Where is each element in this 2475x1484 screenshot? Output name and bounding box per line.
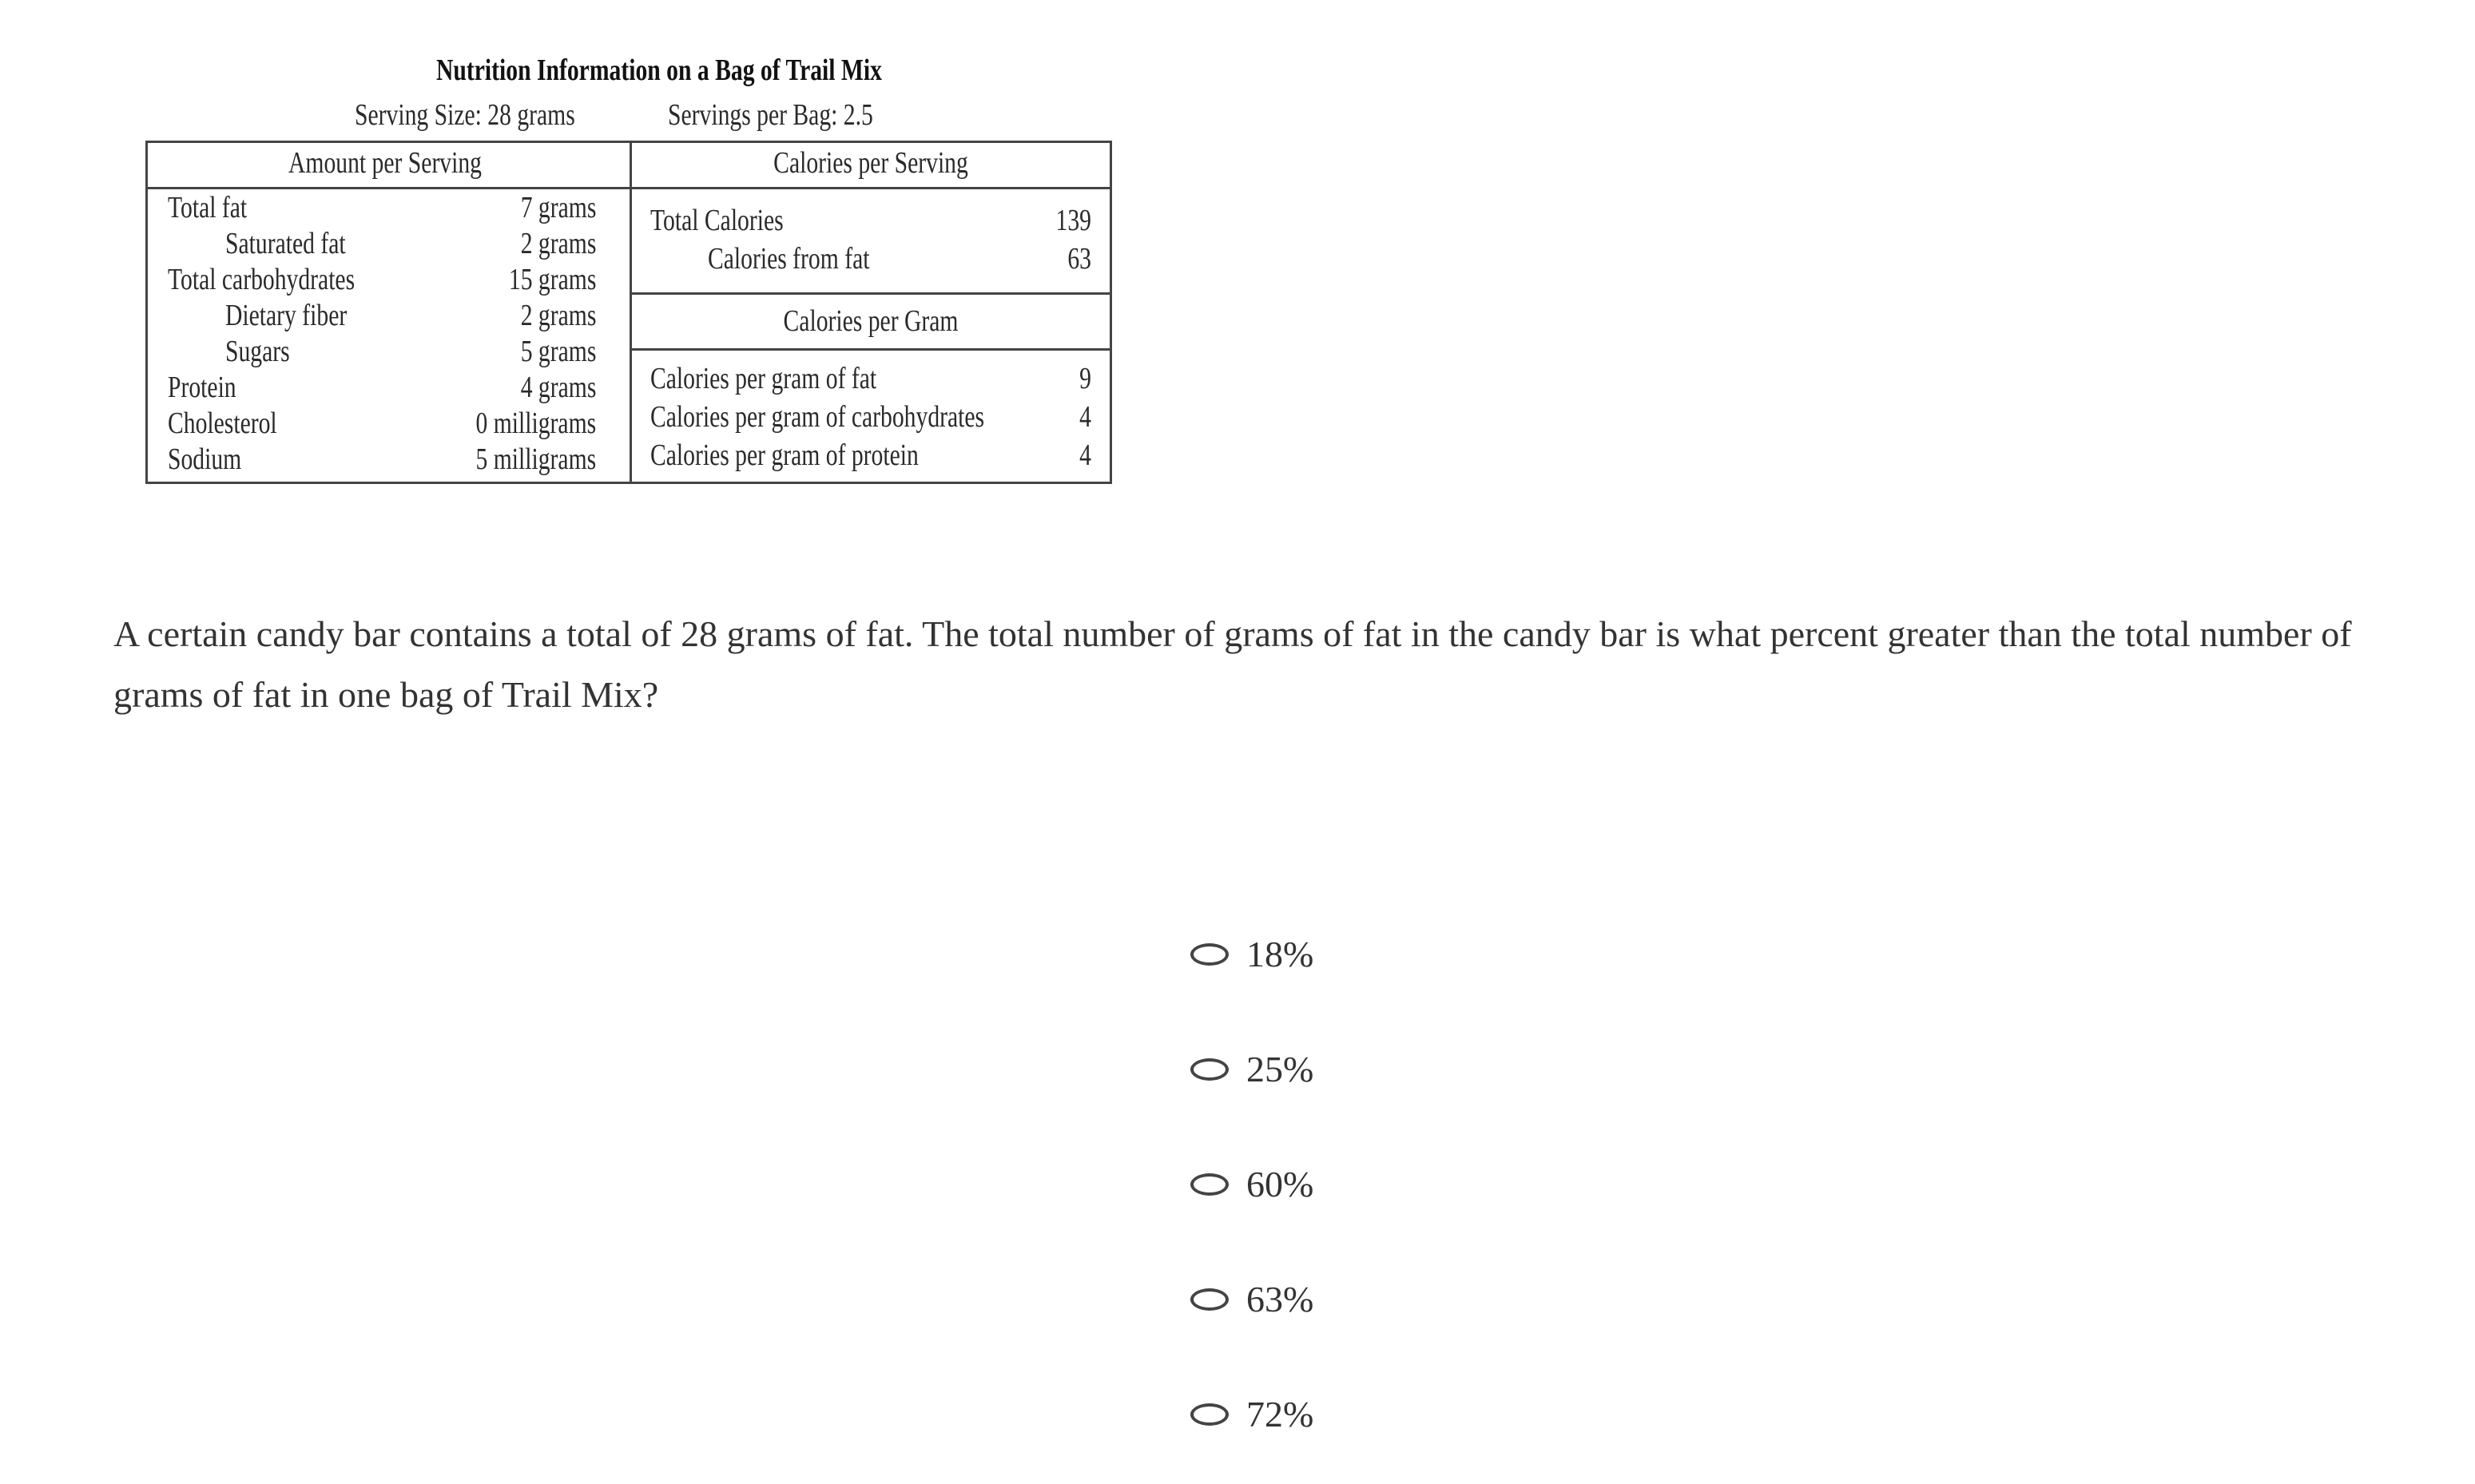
nutrient-amount: 2 grams: [520, 227, 596, 260]
nutrient-label: Sodium: [168, 442, 242, 476]
radio-button-icon[interactable]: [1190, 1288, 1229, 1311]
option-label: 60%: [1246, 1164, 1314, 1204]
option-label: 25%: [1246, 1049, 1314, 1089]
nutrient-amount: 5 milligrams: [475, 442, 596, 476]
nutrient-label: Total fat: [168, 191, 248, 224]
nutrient-amount: 15 grams: [508, 263, 596, 296]
right-header-calories-per-serving: Calories per Serving: [773, 146, 968, 180]
nutrient-label: Cholesterol: [168, 407, 277, 440]
left-header: Amount per Serving: [288, 146, 483, 180]
option-label: 72%: [1246, 1394, 1314, 1434]
right-header-calories-per-gram: Calories per Gram: [783, 304, 959, 338]
radio-button-icon[interactable]: [1190, 1173, 1229, 1196]
per-gram-label: Calories per gram of fat: [650, 362, 877, 395]
section-divider: [630, 292, 1112, 295]
answer-option[interactable]: 60%: [1190, 1163, 1313, 1205]
radio-button-icon[interactable]: [1190, 1057, 1229, 1081]
calorie-label: Total Calories: [650, 204, 784, 237]
radio-button-icon[interactable]: [1190, 1403, 1229, 1426]
nutrition-table: [145, 141, 1112, 484]
answer-option[interactable]: 63%: [1190, 1278, 1313, 1320]
section-divider: [630, 348, 1112, 351]
serving-size: Serving Size: 28 grams: [355, 98, 575, 132]
nutrient-amount: 5 grams: [520, 335, 596, 368]
header-divider: [145, 187, 1112, 189]
column-divider: [630, 141, 632, 484]
nutrient-label: Dietary fiber: [225, 299, 348, 332]
calorie-value: 139: [1055, 204, 1091, 237]
answer-option[interactable]: 72%: [1190, 1393, 1313, 1435]
nutrient-amount: 2 grams: [520, 299, 596, 332]
nutrient-label: Sugars: [225, 335, 290, 368]
answer-option[interactable]: 25%: [1190, 1048, 1313, 1090]
per-gram-label: Calories per gram of carbohydrates: [650, 400, 985, 434]
answer-option[interactable]: 18%: [1190, 933, 1313, 975]
nutrient-amount: 0 milligrams: [475, 407, 596, 440]
calorie-value: 63: [1067, 242, 1091, 276]
table-title: Nutrition Information on a Bag of Trail …: [436, 54, 882, 87]
per-gram-value: 9: [1079, 362, 1091, 395]
option-label: 63%: [1246, 1279, 1314, 1319]
nutrient-label: Total carbohydrates: [168, 263, 356, 296]
per-gram-value: 4: [1079, 400, 1091, 434]
nutrient-label: Protein: [168, 371, 236, 404]
per-gram-label: Calories per gram of protein: [650, 438, 919, 472]
option-label: 18%: [1246, 934, 1314, 974]
radio-button-icon[interactable]: [1190, 942, 1229, 966]
question-text: A certain candy bar contains a total of …: [113, 613, 2352, 715]
per-gram-value: 4: [1079, 438, 1091, 472]
servings-per-bag: Servings per Bag: 2.5: [668, 98, 873, 132]
nutrient-amount: 7 grams: [520, 191, 596, 224]
nutrient-amount: 4 grams: [520, 371, 596, 404]
calorie-label: Calories from fat: [708, 242, 870, 276]
nutrient-label: Saturated fat: [225, 227, 346, 260]
